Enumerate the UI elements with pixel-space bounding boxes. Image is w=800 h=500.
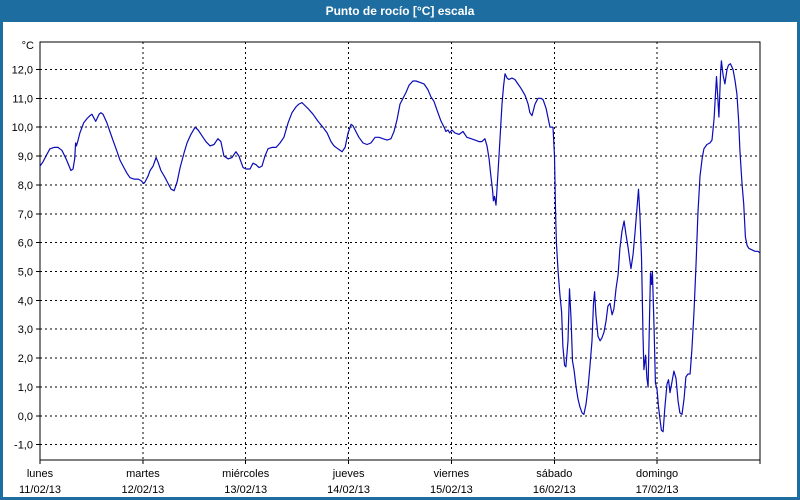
x-day-label: jueves — [332, 468, 365, 480]
y-tick-label: 11,0 — [12, 93, 33, 105]
y-tick-label: 10,0 — [12, 122, 33, 134]
x-date-label: 16/02/13 — [533, 484, 576, 496]
x-day-label: martes — [126, 468, 160, 480]
x-date-label: 13/02/13 — [224, 484, 267, 496]
y-tick-label: 1,0 — [18, 382, 33, 394]
y-tick-label: 3,0 — [18, 324, 33, 336]
y-tick-label: 8,0 — [18, 180, 33, 192]
x-day-label: domingo — [636, 468, 678, 480]
y-tick-label: 12,0 — [12, 64, 33, 76]
y-tick-label: -1,0 — [14, 440, 33, 452]
y-tick-label: 4,0 — [18, 295, 33, 307]
dewpoint-series-line — [39, 60, 761, 433]
y-tick-label: 9,0 — [18, 151, 33, 163]
x-date-label: 17/02/13 — [636, 484, 679, 496]
x-date-label: 12/02/13 — [121, 484, 164, 496]
y-tick-label: 2,0 — [18, 353, 33, 365]
plot-border — [39, 41, 761, 461]
window-title: Punto de rocío [°C] escala — [325, 4, 475, 18]
x-day-label: lunes — [27, 468, 54, 480]
x-day-label: miércoles — [222, 468, 270, 480]
x-day-label: sábado — [536, 468, 572, 480]
x-date-label: 15/02/13 — [430, 484, 473, 496]
y-axis-unit-label: °C — [22, 40, 34, 52]
x-day-label: viernes — [434, 468, 470, 480]
window-titlebar: Punto de rocío [°C] escala — [0, 0, 800, 22]
y-tick-label: 0,0 — [18, 411, 33, 423]
x-date-label: 14/02/13 — [327, 484, 370, 496]
y-tick-label: 5,0 — [18, 267, 33, 279]
y-tick-label: 7,0 — [18, 209, 33, 221]
y-tick-label: 6,0 — [18, 238, 33, 250]
x-date-label: 11/02/13 — [19, 484, 61, 496]
